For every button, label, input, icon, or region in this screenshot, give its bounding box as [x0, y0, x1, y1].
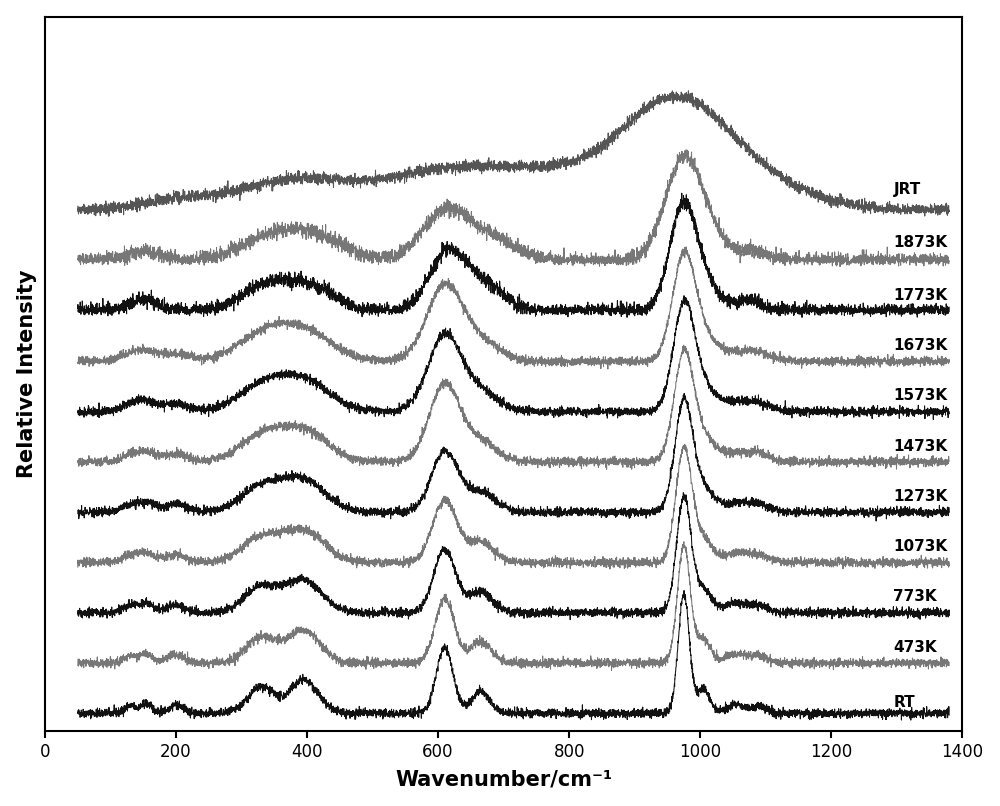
- Text: 1573K: 1573K: [893, 388, 948, 403]
- X-axis label: Wavenumber/cm⁻¹: Wavenumber/cm⁻¹: [395, 770, 612, 789]
- Text: RT: RT: [893, 695, 915, 709]
- Text: 1273K: 1273K: [893, 488, 948, 504]
- Text: 1073K: 1073K: [893, 539, 948, 554]
- Text: 1473K: 1473K: [893, 438, 948, 454]
- Text: 773K: 773K: [893, 589, 937, 604]
- Text: 473K: 473K: [893, 640, 937, 654]
- Text: JRT: JRT: [893, 182, 921, 197]
- Text: 1673K: 1673K: [893, 338, 948, 353]
- Text: 1773K: 1773K: [893, 288, 948, 303]
- Text: 1873K: 1873K: [893, 235, 948, 250]
- Y-axis label: Relative Intensity: Relative Intensity: [17, 270, 37, 478]
